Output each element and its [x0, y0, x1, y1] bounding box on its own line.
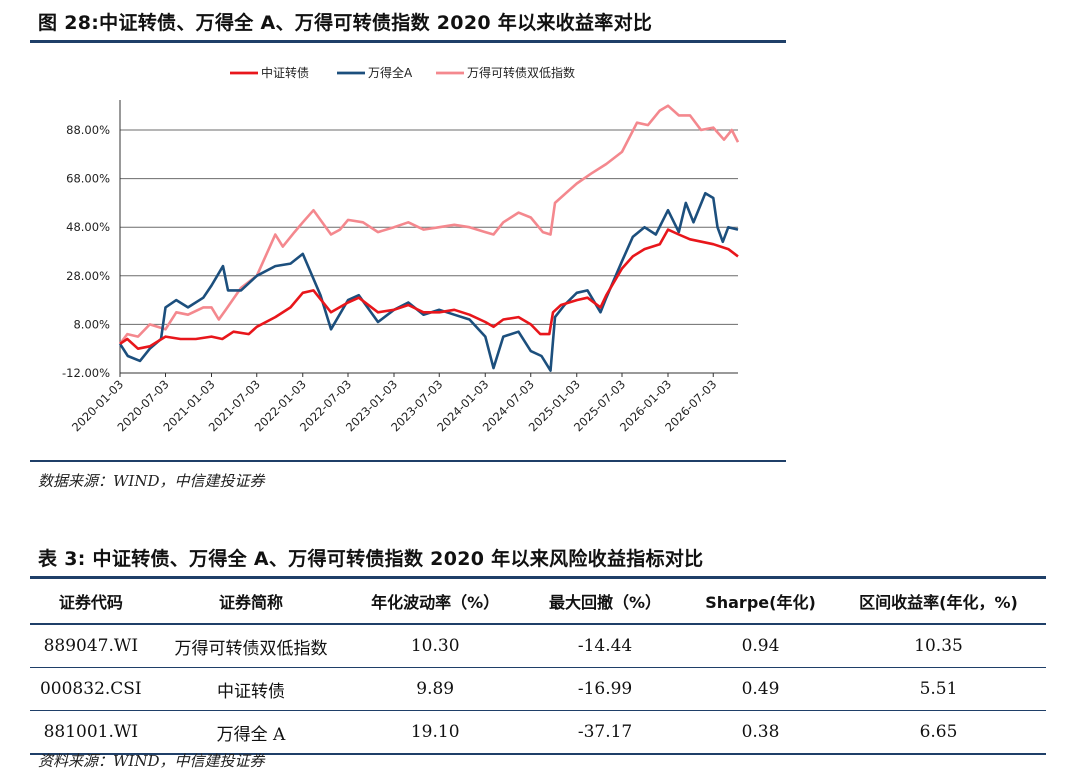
cell-volatility: 10.30 — [410, 636, 460, 656]
y-tick-label: 48.00% — [66, 220, 110, 234]
risk-return-table: 证券代码 证券简称 年化波动率（%） 最大回撤（%） Sharpe(年化) 区间… — [30, 576, 1046, 755]
chart-axes — [119, 100, 738, 374]
y-axis-ticks: -12.00% 8.00% 28.00% 48.00% 68.00% 88.00% — [62, 123, 110, 380]
header-name: 证券简称 — [218, 593, 283, 612]
cell-name: 万得可转债双低指数 — [174, 638, 328, 659]
figure-title: 图 28:中证转债、万得全 A、万得可转债指数 2020 年以来收益率对比 — [38, 12, 653, 34]
cell-code: 881001.WI — [43, 722, 139, 742]
chart-series — [118, 104, 740, 372]
cell-code: 000832.CSI — [39, 679, 142, 699]
cell-sharpe: 0.49 — [741, 679, 780, 699]
y-tick-label: 88.00% — [66, 123, 110, 137]
cell-max-drawdown: -37.17 — [577, 722, 633, 742]
legend-label: 万得全A — [368, 65, 413, 80]
cell-max-drawdown: -16.99 — [577, 679, 633, 699]
cell-annual-return: 10.35 — [914, 636, 963, 656]
figure-bottom-rule — [30, 460, 786, 462]
series-line-wind-all-a — [118, 191, 739, 372]
figure-title-rule — [30, 40, 786, 43]
legend-label: 万得可转债双低指数 — [467, 65, 575, 80]
header-code: 证券代码 — [58, 593, 123, 612]
y-tick-label: 28.00% — [66, 269, 110, 283]
y-tick-label: -12.00% — [62, 366, 110, 380]
header-volatility: 年化波动率（%） — [371, 593, 500, 612]
series-line-csi-convertible — [119, 228, 739, 350]
table-row: 000832.CSI 中证转债 9.89 -16.99 0.49 5.51 — [30, 668, 1046, 711]
header-max-drawdown: 最大回撤（%） — [549, 593, 662, 612]
cell-code: 889047.WI — [43, 636, 139, 656]
chart-legend: 中证转债 万得全A 万得可转债双低指数 — [230, 65, 575, 80]
returns-line-chart: 中证转债 万得全A 万得可转债双低指数 -12.00% 8.00% 28.00% 48.0… — [62, 65, 740, 434]
series-line-wind-double-low — [118, 104, 740, 345]
table-source: 资料来源：WIND，中信建投证券 — [38, 752, 265, 770]
cell-sharpe: 0.94 — [741, 636, 780, 656]
table-title: 表 3: 中证转债、万得全 A、万得可转债指数 2020 年以来风险收益指标对比 — [38, 548, 704, 570]
cell-volatility: 19.10 — [410, 722, 460, 742]
cell-max-drawdown: -14.44 — [577, 636, 633, 656]
cell-name: 中证转债 — [216, 681, 285, 702]
header-sharpe: Sharpe(年化) — [705, 593, 816, 612]
cell-annual-return: 5.51 — [919, 679, 958, 699]
table-header-row: 证券代码 证券简称 年化波动率（%） 最大回撤（%） Sharpe(年化) 区间… — [30, 577, 1046, 624]
y-tick-label: 68.00% — [66, 172, 110, 186]
legend-label: 中证转债 — [261, 65, 309, 80]
table-row: 881001.WI 万得全 A 19.10 -37.17 0.38 6.65 — [30, 711, 1046, 754]
x-axis-ticks: 2020-01-032020-07-032021-01-032021-07-03… — [69, 373, 719, 434]
figure-source: 数据来源：WIND，中信建投证券 — [38, 472, 265, 490]
cell-annual-return: 6.65 — [919, 722, 958, 742]
cell-volatility: 9.89 — [416, 679, 455, 699]
chart-grid — [120, 129, 738, 325]
cell-sharpe: 0.38 — [741, 722, 780, 742]
cell-name: 万得全 A — [216, 724, 286, 745]
header-annual-return: 区间收益率(年化，%) — [859, 593, 1018, 612]
y-tick-label: 8.00% — [73, 317, 110, 331]
table-row: 889047.WI 万得可转债双低指数 10.30 -14.44 0.94 10… — [30, 624, 1046, 668]
